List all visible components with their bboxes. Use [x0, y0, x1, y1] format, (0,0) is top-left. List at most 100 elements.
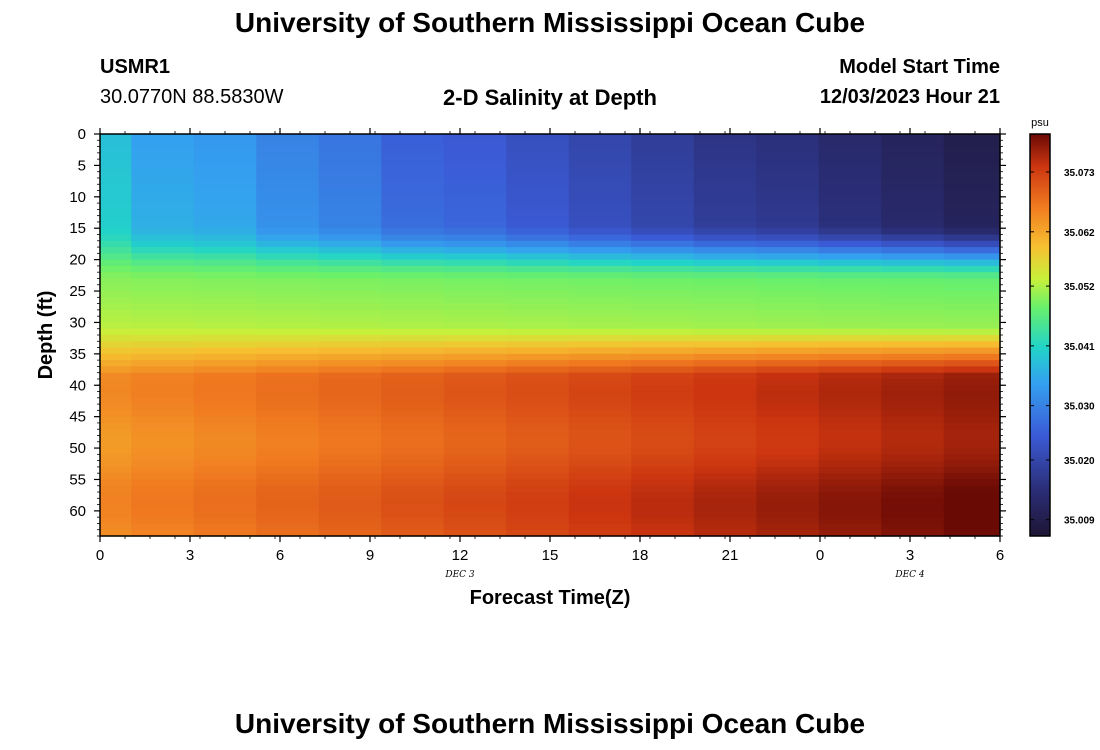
heatmap-cell — [693, 391, 757, 399]
heatmap-cell — [318, 291, 382, 298]
heatmap-cell — [318, 498, 382, 506]
heatmap-cell — [100, 460, 132, 468]
heatmap-cell — [756, 360, 820, 368]
heatmap-cell — [256, 259, 320, 267]
heatmap-cell — [693, 234, 757, 242]
heatmap-cell — [693, 190, 757, 198]
heatmap-cell — [631, 322, 695, 330]
heatmap-cell — [756, 473, 820, 481]
heatmap-cell — [943, 366, 1001, 374]
heatmap-cell — [568, 479, 632, 487]
x-tick-label: 12 — [452, 547, 469, 564]
heatmap-cell — [193, 391, 257, 399]
heatmap-cell — [193, 341, 257, 349]
heatmap-cell — [443, 454, 507, 462]
heatmap-cell — [100, 429, 132, 437]
heatmap-cell — [756, 146, 820, 154]
heatmap-cell — [131, 184, 195, 192]
heatmap-cell — [443, 466, 507, 474]
heatmap-cell — [381, 240, 445, 248]
heatmap-cell — [756, 291, 820, 298]
heatmap-cell — [818, 385, 882, 393]
heatmap-cell — [193, 140, 257, 148]
heatmap-cell — [318, 479, 382, 487]
x-tick-label: 0 — [96, 547, 104, 564]
heatmap-cell — [506, 460, 570, 468]
heatmap-cell — [131, 272, 195, 280]
heatmap-cell — [568, 234, 632, 242]
heatmap-cell — [381, 209, 445, 217]
heatmap-cell — [756, 510, 820, 518]
heatmap-cell — [318, 203, 382, 210]
heatmap-cell — [568, 347, 632, 355]
heatmap-cell — [693, 335, 757, 342]
heatmap-cell — [506, 429, 570, 437]
heatmap-cell — [100, 165, 132, 173]
heatmap-cell — [100, 171, 132, 179]
heatmap-cell — [443, 203, 507, 210]
heatmap-cell — [943, 385, 1001, 393]
heatmap-cell — [131, 253, 195, 261]
heatmap-cell — [256, 272, 320, 280]
heatmap-cell — [693, 265, 757, 273]
heatmap-cell — [631, 228, 695, 236]
heatmap-cell — [318, 328, 382, 336]
heatmap-cell — [881, 278, 945, 286]
heatmap-cell — [943, 259, 1001, 267]
heatmap-cell — [443, 134, 507, 141]
heatmap-cell — [568, 391, 632, 399]
heatmap-cell — [193, 221, 257, 229]
heatmap-cell — [631, 265, 695, 273]
heatmap-cell — [256, 410, 320, 418]
heatmap-cell — [256, 284, 320, 292]
heatmap-cell — [506, 372, 570, 380]
heatmap-cell — [881, 492, 945, 499]
heatmap-cell — [381, 196, 445, 204]
heatmap-cell — [100, 291, 132, 298]
heatmap-cell — [818, 372, 882, 380]
heatmap-cell — [381, 448, 445, 455]
heatmap-cell — [318, 529, 382, 537]
heatmap-cell — [131, 247, 195, 254]
heatmap-cell — [568, 397, 632, 405]
heatmap-cell — [881, 234, 945, 242]
heatmap-cell — [631, 146, 695, 154]
heatmap-cell — [756, 272, 820, 280]
heatmap-cell — [568, 196, 632, 204]
y-tick-label: 15 — [69, 220, 86, 237]
heatmap-cell — [568, 416, 632, 424]
heatmap-cell — [131, 177, 195, 185]
heatmap-cell — [100, 328, 132, 336]
heatmap-cell — [318, 297, 382, 305]
heatmap-cell — [631, 278, 695, 286]
heatmap-cell — [693, 378, 757, 386]
heatmap-cell — [756, 441, 820, 449]
heatmap-cell — [256, 397, 320, 405]
heatmap-cell — [818, 448, 882, 455]
heatmap-cell — [756, 523, 820, 531]
heatmap-cell — [256, 504, 320, 512]
heatmap-cell — [506, 353, 570, 361]
heatmap-cell — [131, 203, 195, 210]
heatmap-cell — [506, 523, 570, 531]
heatmap-cell — [693, 247, 757, 254]
heatmap-cell — [693, 341, 757, 349]
heatmap-cell — [693, 410, 757, 418]
heatmap-cell — [443, 347, 507, 355]
heatmap-cell — [881, 510, 945, 518]
colorbar-tick-label: 35.073 — [1064, 168, 1095, 179]
heatmap-cell — [568, 309, 632, 317]
heatmap-cell — [693, 422, 757, 430]
x-axis-label: Forecast Time(Z) — [470, 587, 631, 609]
heatmap-cell — [256, 529, 320, 537]
heatmap-cell — [881, 504, 945, 512]
heatmap-cell — [381, 221, 445, 229]
heatmap-cell — [443, 391, 507, 399]
heatmap-cell — [100, 265, 132, 273]
heatmap-cell — [818, 284, 882, 292]
heatmap-cell — [443, 316, 507, 324]
heatmap-cell — [693, 360, 757, 368]
heatmap-cell — [943, 328, 1001, 336]
heatmap-cell — [443, 297, 507, 305]
heatmap-cell — [318, 517, 382, 525]
